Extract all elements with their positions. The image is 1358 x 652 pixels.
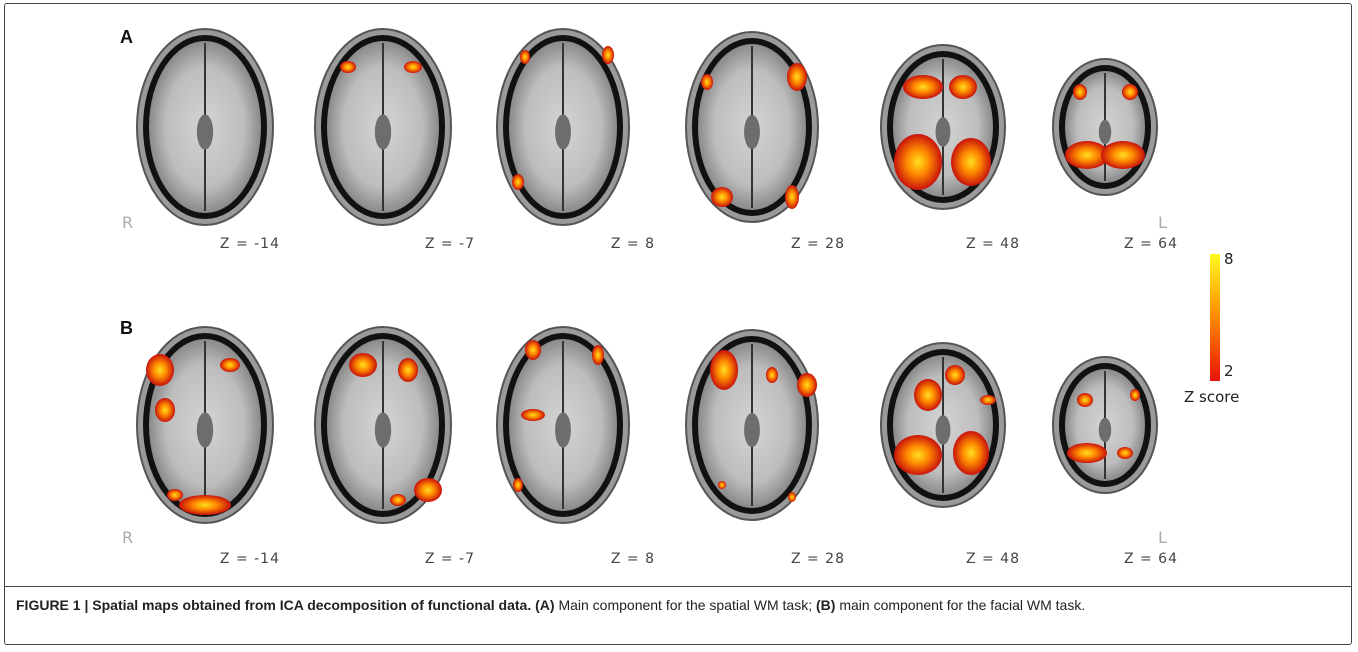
activation: [602, 46, 614, 64]
activation: [349, 353, 377, 377]
slice-label: Z = 28: [791, 236, 845, 252]
activation: [167, 489, 183, 501]
slice-label: Z = -14: [220, 551, 280, 567]
figure: 8 2 Z score A R L Z = -14 Z = -7 Z = 8 Z = 28 Z…: [0, 0, 1358, 586]
slice-label: Z = 64: [1124, 236, 1178, 252]
activation: [513, 478, 523, 492]
ventricles: [555, 412, 571, 447]
activation: [1130, 389, 1140, 401]
ventricles: [375, 412, 391, 447]
activation: [1073, 84, 1087, 100]
activation: [951, 138, 991, 186]
activation: [404, 61, 422, 73]
ventricles: [197, 412, 213, 447]
activation: [592, 345, 604, 365]
activation: [525, 340, 541, 360]
activation: [390, 494, 406, 506]
activation: [701, 74, 713, 90]
caption-title: FIGURE 1 | Spatial maps obtained from IC…: [16, 597, 531, 613]
activation: [398, 358, 418, 382]
ventricles: [744, 413, 760, 447]
colorbar-max: 8: [1224, 250, 1234, 268]
slice-label: Z = 48: [966, 551, 1020, 567]
panel-label: A: [120, 27, 133, 47]
activation: [980, 395, 996, 405]
slice-label: Z = -14: [220, 236, 280, 252]
activation: [710, 350, 738, 390]
activation: [914, 379, 942, 411]
ventricles: [375, 114, 391, 149]
ventricles: [555, 114, 571, 149]
slice-label: Z = -7: [425, 236, 475, 252]
colorbar-label: Z score: [1184, 388, 1239, 406]
activation: [787, 63, 807, 91]
activation: [945, 365, 965, 385]
activation: [785, 185, 799, 209]
activation: [766, 367, 778, 383]
ventricles: [936, 117, 951, 147]
colorbar-min: 2: [1224, 362, 1234, 380]
ventricles: [1099, 120, 1111, 144]
ventricles: [744, 115, 760, 149]
colorbar: [1210, 254, 1220, 381]
activation: [414, 478, 442, 502]
activation: [520, 50, 530, 64]
slice-label: Z = 8: [611, 551, 655, 567]
side-label-right: L: [1158, 528, 1167, 547]
activation: [788, 492, 796, 502]
caption-a-label: (A): [535, 597, 554, 613]
side-label-left: R: [122, 213, 133, 232]
activation: [797, 373, 817, 397]
activation: [512, 174, 524, 190]
activation: [179, 495, 231, 515]
page: 8 2 Z score A R L Z = -14 Z = -7 Z = 8 Z = 28 Z…: [0, 0, 1358, 652]
slice-label: Z = -7: [425, 551, 475, 567]
caption-b-text: main component for the facial WM task.: [839, 597, 1085, 613]
activation: [1122, 84, 1138, 100]
activation: [894, 134, 942, 190]
activation: [903, 75, 943, 99]
side-label-left: R: [122, 528, 133, 547]
side-label-right: L: [1158, 213, 1167, 232]
activation: [949, 75, 977, 99]
slice-label: Z = 64: [1124, 551, 1178, 567]
ventricles: [1099, 418, 1111, 442]
caption-a-text: Main component for the spatial WM task;: [558, 597, 812, 613]
activation: [953, 431, 989, 475]
activation: [1117, 447, 1133, 459]
activation: [894, 435, 942, 475]
activation: [521, 409, 545, 421]
activation: [1067, 443, 1107, 463]
panel-label: B: [120, 318, 133, 338]
activation: [155, 398, 175, 422]
activation: [718, 481, 726, 489]
caption-b-label: (B): [816, 597, 835, 613]
slice-label: Z = 28: [791, 551, 845, 567]
activation: [711, 187, 733, 207]
activation: [340, 61, 356, 73]
activation: [146, 354, 174, 386]
activation: [220, 358, 240, 372]
activation: [1101, 141, 1145, 169]
slice-label: Z = 8: [611, 236, 655, 252]
ventricles: [936, 415, 951, 445]
activation: [1077, 393, 1093, 407]
slice-label: Z = 48: [966, 236, 1020, 252]
caption: FIGURE 1 | Spatial maps obtained from IC…: [4, 586, 1352, 615]
ventricles: [197, 114, 213, 149]
